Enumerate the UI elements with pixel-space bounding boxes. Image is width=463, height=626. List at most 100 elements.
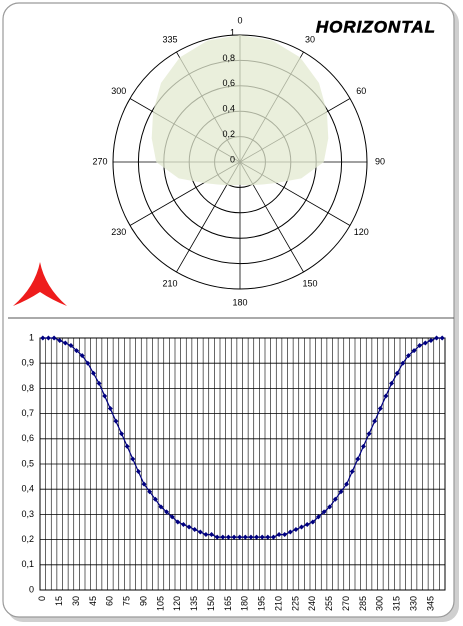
point-marker <box>186 524 192 530</box>
point-marker <box>85 360 91 366</box>
point-marker <box>254 534 260 540</box>
point-marker <box>147 489 153 495</box>
point-marker <box>57 338 63 344</box>
y-tick-label: 0,2 <box>21 534 34 544</box>
y-tick-label: 0,8 <box>21 383 34 393</box>
line-chart: 0 0,1 0,2 0,3 0,4 0,5 0,6 0,7 0,8 0,9 1 0 15 30 45 60 75… <box>21 332 446 611</box>
radial-tick-label: 0,8 <box>222 53 235 63</box>
point-marker <box>40 335 46 341</box>
point-marker <box>439 335 445 341</box>
y-tick-label: 0,3 <box>21 509 34 519</box>
x-tick-label: 225 <box>290 596 300 611</box>
point-marker <box>372 418 378 424</box>
point-marker <box>214 534 220 540</box>
point-marker <box>237 534 243 540</box>
point-marker <box>411 348 417 354</box>
point-marker <box>90 370 96 376</box>
point-marker <box>259 534 265 540</box>
y-tick-label: 0,7 <box>21 408 34 418</box>
point-marker <box>119 431 125 437</box>
point-marker <box>158 504 164 510</box>
point-marker <box>209 532 215 538</box>
point-marker <box>124 443 130 449</box>
y-tick-label: 0 <box>29 584 34 594</box>
point-marker <box>287 529 293 535</box>
angle-label: 270 <box>92 156 107 166</box>
point-marker <box>175 519 181 525</box>
angle-label: 300 <box>111 86 126 96</box>
point-marker <box>422 340 428 346</box>
angle-label: 230 <box>111 227 126 237</box>
point-marker <box>270 534 276 540</box>
x-tick-label: 90 <box>138 596 148 606</box>
point-marker <box>169 514 175 520</box>
point-marker <box>400 360 406 366</box>
point-marker <box>102 393 108 399</box>
point-marker <box>107 406 113 412</box>
point-marker <box>74 348 80 354</box>
point-marker <box>327 504 333 510</box>
point-marker <box>141 481 147 487</box>
point-marker <box>265 534 271 540</box>
x-tick-label: 60 <box>105 596 115 606</box>
x-tick-label: 165 <box>223 596 233 611</box>
point-marker <box>164 509 170 515</box>
point-marker <box>96 380 102 386</box>
x-tick-label: 240 <box>307 596 317 611</box>
chart-title: HORIZONTAL <box>316 17 436 36</box>
point-marker <box>366 431 372 437</box>
radial-tick-label: 0,2 <box>222 129 235 139</box>
x-tick-label: 195 <box>257 596 267 611</box>
angle-label: 335 <box>162 34 177 44</box>
x-tick-label: 270 <box>341 596 351 611</box>
logo <box>13 262 67 306</box>
point-marker <box>180 521 186 527</box>
point-marker <box>203 532 209 538</box>
point-marker <box>68 343 74 349</box>
x-tick-label: 0 <box>37 596 47 601</box>
angle-label: 60 <box>356 86 366 96</box>
y-tick-label: 0,4 <box>21 484 34 494</box>
x-tick-label: 330 <box>408 596 418 611</box>
radial-tick-label: 0 <box>230 154 235 164</box>
angle-label: 150 <box>302 278 317 288</box>
x-tick-label: 285 <box>358 596 368 611</box>
radial-tick-label: 0,6 <box>222 78 235 88</box>
x-tick-label: 120 <box>172 596 182 611</box>
point-marker <box>332 496 338 502</box>
point-marker <box>355 456 361 462</box>
point-marker <box>293 527 299 533</box>
x-tick-label: 150 <box>206 596 216 611</box>
point-marker <box>434 335 440 341</box>
angle-label: 180 <box>232 297 247 307</box>
point-marker <box>113 418 119 424</box>
plot-border <box>39 337 446 591</box>
point-marker <box>383 393 389 399</box>
point-marker <box>299 524 305 530</box>
angle-label: 0 <box>237 15 242 25</box>
point-marker <box>130 456 136 462</box>
point-marker <box>152 496 158 502</box>
point-marker <box>225 534 231 540</box>
x-tick-label: 345 <box>425 596 435 611</box>
x-tick-label: 315 <box>392 596 402 611</box>
point-marker <box>321 509 327 515</box>
series-line <box>42 337 443 538</box>
point-marker <box>394 370 400 376</box>
point-marker <box>45 335 51 341</box>
point-marker <box>197 529 203 535</box>
point-marker <box>417 343 423 349</box>
x-tick-label: 210 <box>273 596 283 611</box>
x-tick-label: 15 <box>54 596 64 606</box>
point-marker <box>315 514 321 520</box>
point-marker <box>377 406 383 412</box>
point-marker <box>405 353 411 359</box>
radial-tick-label: 0,4 <box>222 104 235 114</box>
point-marker <box>276 532 282 538</box>
point-marker <box>389 380 395 386</box>
y-tick-label: 0,1 <box>21 559 34 569</box>
angle-label: 210 <box>162 278 177 288</box>
point-marker <box>349 469 355 475</box>
x-tick-label: 30 <box>71 596 81 606</box>
